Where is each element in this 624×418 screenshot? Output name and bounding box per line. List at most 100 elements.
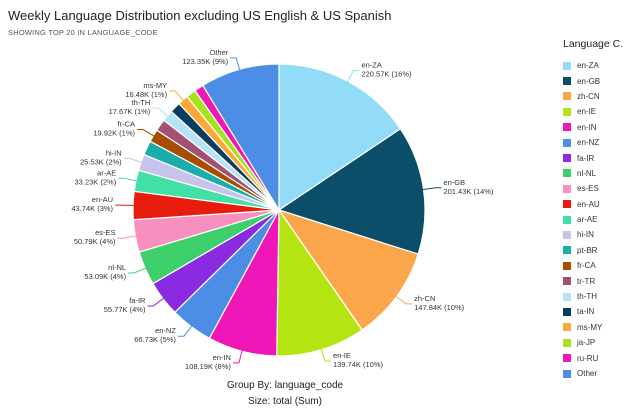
legend-item-en-in[interactable]: en-IN (563, 120, 624, 135)
legend-item-fa-ir[interactable]: fa-IR (563, 150, 624, 165)
legend-item-en-nz[interactable]: en-NZ (563, 135, 624, 150)
legend-swatch (563, 92, 571, 101)
data-label-es-es: es-ES 50.79K (4%) (74, 228, 116, 246)
legend-swatch (563, 246, 571, 255)
leader-line-hi-in (123, 157, 144, 164)
legend-swatch (563, 261, 571, 270)
data-label-en-in: en-IN 108.19K (8%) (185, 353, 231, 371)
legend-swatch (563, 215, 571, 224)
leader-line-zh-cn (394, 295, 413, 305)
legend-swatch (563, 107, 571, 116)
legend-label: Other (577, 369, 598, 378)
leader-line-nl-nl (128, 266, 148, 274)
leader-line-en-ie (320, 347, 331, 362)
legend-label: fr-CA (577, 261, 596, 271)
leader-line-fr-ca (137, 129, 156, 138)
legend-item-ta-in[interactable]: ta-IN (563, 304, 624, 319)
legend-swatch (563, 77, 571, 86)
legend-item-es-es[interactable]: es-ES (563, 181, 624, 196)
legend-item-th-th[interactable]: th-TH (563, 289, 624, 304)
legend-label: en-IE (577, 107, 597, 117)
legend-item-ar-ae[interactable]: ar-AE (563, 212, 624, 227)
legend-label: ta-IN (577, 307, 595, 317)
data-label-fr-ca: fr-CA 19.92K (1%) (93, 120, 135, 138)
data-label-th-th: th-TH 17.67K (1%) (109, 98, 151, 116)
leader-line-ar-ae (118, 177, 139, 182)
legend-swatch (563, 123, 571, 132)
legend-label: ja-JP (577, 338, 596, 348)
legend-label: ar-AE (577, 215, 598, 225)
legend-swatch (563, 354, 571, 363)
legend-swatch (563, 154, 571, 163)
legend-label: en-GB (577, 76, 601, 86)
pie-chart[interactable]: en-ZA 220.57K (16%) en-GB 201.43K (14%) zh-C… (0, 0, 560, 375)
legend-item-en-gb[interactable]: en-GB (563, 73, 624, 88)
legend-label: en-AU (577, 199, 600, 209)
leader-line-th-th (152, 107, 170, 118)
legend-swatch (563, 138, 571, 147)
data-label-en-ie: en-IE 139.74K (10%) (333, 351, 384, 369)
group-by-label: Group By: language_code (226, 380, 344, 391)
legend-label: th-TH (577, 292, 597, 302)
size-label: Size: total (Sum) (248, 396, 322, 407)
chart-title: Weekly Language Distribution excluding U… (8, 8, 392, 23)
data-label-en-au: en-AU 43.74K (3%) (71, 195, 113, 213)
legend-item-en-za[interactable]: en-ZA (563, 58, 624, 73)
legend-label: en-NZ (577, 138, 600, 148)
legend-label: fa-IR (577, 153, 595, 163)
data-label-hi-in: hi-IN 25.53K (2%) (80, 148, 122, 166)
legend-item-ja-jp[interactable]: ja-JP (563, 335, 624, 350)
data-label-zh-cn: zh-CN 147.84K (10%) (414, 294, 465, 312)
legend-label: nl-NL (577, 168, 597, 178)
legend-swatch (563, 307, 571, 316)
legend-item-other[interactable]: Other (563, 366, 624, 381)
legend-swatch (563, 323, 571, 332)
leader-line-en-gb (421, 187, 442, 191)
leader-line-en-za (346, 70, 360, 84)
legend-item-en-ie[interactable]: en-IE (563, 104, 624, 119)
legend-swatch (563, 200, 571, 209)
legend-item-pt-br[interactable]: pt-BR (563, 243, 624, 258)
data-label-nl-nl: nl-NL 53.09K (4%) (84, 263, 126, 281)
legend-label: ru-RU (577, 353, 599, 363)
legend-title[interactable]: Language C... (563, 38, 624, 50)
legend-swatch (563, 230, 571, 239)
legend-label: tr-TR (577, 276, 596, 286)
chart-subtitle: SHOWING TOP 20 IN LANGUAGE_CODE (8, 28, 158, 37)
legend-swatch (563, 169, 571, 178)
legend-item-ru-ru[interactable]: ru-RU (563, 350, 624, 365)
legend-item-tr-tr[interactable]: tr-TR (563, 273, 624, 288)
legend-swatch (563, 277, 571, 286)
leader-line-ms-my (169, 90, 185, 102)
data-label-en-nz: en-NZ 66.73K (5%) (134, 326, 176, 344)
legend-label: ms-MY (577, 322, 603, 332)
data-label-en-za: en-ZA 220.57K (16%) (361, 61, 412, 79)
legend-swatch (563, 369, 571, 378)
leader-line-other (230, 57, 241, 72)
legend-items: en-ZA en-GB zh-CN en-IE en-IN en-NZ fa-IR nl-NL… (563, 58, 624, 381)
legend-label: zh-CN (577, 91, 600, 101)
data-label-ms-my: ms-MY 16.48K (1%) (125, 81, 167, 99)
leader-line-fa-ir (147, 297, 165, 307)
legend: Language C... en-ZA en-GB zh-CN en-IE en-IN e… (563, 38, 624, 381)
leader-line-es-es (117, 235, 138, 239)
legend-label: pt-BR (577, 245, 598, 255)
legend-item-fr-ca[interactable]: fr-CA (563, 258, 624, 273)
legend-item-ms-my[interactable]: ms-MY (563, 320, 624, 335)
legend-label: en-ZA (577, 61, 599, 71)
legend-swatch (563, 61, 571, 70)
legend-item-hi-in[interactable]: hi-IN (563, 227, 624, 242)
leader-line-en-nz (177, 324, 193, 337)
leader-line-en-in (232, 349, 243, 364)
data-label-fa-ir: fa-IR 55.77K (4%) (104, 296, 146, 314)
legend-item-zh-cn[interactable]: zh-CN (563, 89, 624, 104)
legend-label: es-ES (577, 184, 599, 194)
data-label-other: Other 123.35K (9%) (182, 48, 228, 66)
data-label-ar-ae: ar-AE 33.23K (2%) (75, 168, 117, 186)
legend-swatch (563, 338, 571, 347)
legend-item-en-au[interactable]: en-AU (563, 197, 624, 212)
legend-item-nl-nl[interactable]: nl-NL (563, 166, 624, 181)
legend-label: en-IN (577, 122, 597, 132)
legend-swatch (563, 184, 571, 193)
legend-swatch (563, 292, 571, 301)
